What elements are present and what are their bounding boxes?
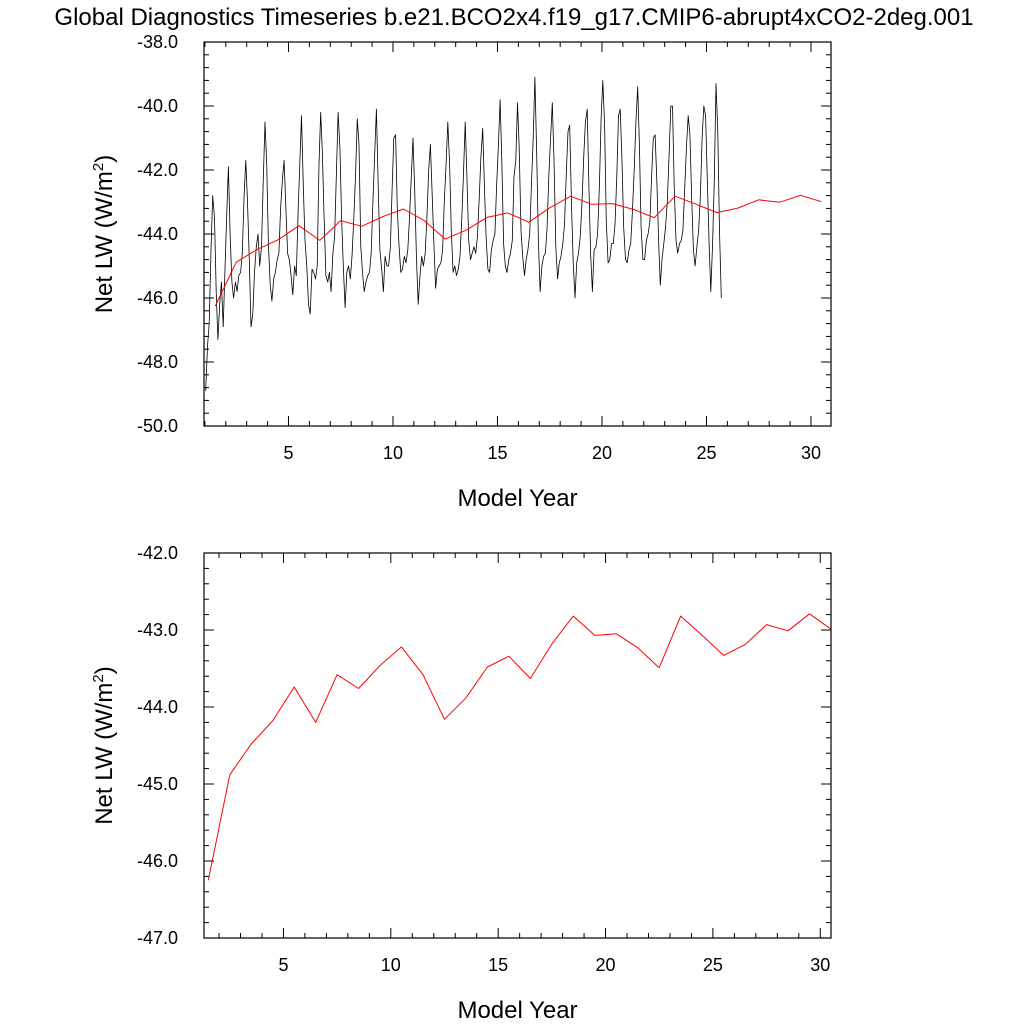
x-tick-label: 10 xyxy=(381,955,401,975)
x-tick-label: 30 xyxy=(801,443,821,463)
x-tick-label: 15 xyxy=(487,443,507,463)
top-panel-monthly-and-annual: 5 10 15 20 25 30 -50.0 -48.0 -46.0 -44.0 -42.0 -40.… xyxy=(90,32,832,512)
x-tick-label: 25 xyxy=(703,955,723,975)
y-tick-label: -45.0 xyxy=(137,774,178,794)
y-tick-label: -48.0 xyxy=(137,352,178,372)
y-axis-label-text: Net LW (W/m xyxy=(91,171,118,313)
bottom-panel-annual-mean: 5 10 15 20 25 30 -47.0 -46.0 -45.0 -44.0 -43.0 -42.… xyxy=(90,543,832,1024)
y-axis-label-superscript: 2 xyxy=(90,163,107,171)
chart-title: Global Diagnostics Timeseries b.e21.BCO2… xyxy=(54,4,973,31)
y-axis-label: Net LW (W/m2) xyxy=(90,666,118,825)
annual-mean-series-line xyxy=(207,613,832,881)
plot-frame xyxy=(203,552,832,939)
annual-mean-series-line xyxy=(214,194,822,307)
y-tick-label: -44.0 xyxy=(137,697,178,717)
x-tick-label: 25 xyxy=(696,443,716,463)
y-tick-label: -40.0 xyxy=(137,96,178,116)
x-axis-label: Model Year xyxy=(457,485,577,512)
y-axis-label-close: ) xyxy=(91,155,118,163)
y-axis-label: Net LW (W/m2) xyxy=(90,155,118,314)
y-tick-label: -42.0 xyxy=(137,543,178,563)
x-tick-label: 30 xyxy=(810,955,830,975)
plot-frame xyxy=(203,41,832,427)
x-tick-label: 20 xyxy=(592,443,612,463)
x-axis-label: Model Year xyxy=(457,997,577,1024)
y-tick-label: -46.0 xyxy=(137,288,178,308)
monthly-series-line xyxy=(205,76,722,391)
x-tick-label: 15 xyxy=(488,955,508,975)
y-tick-label: -47.0 xyxy=(137,928,178,948)
y-tick-label: -43.0 xyxy=(137,620,178,640)
x-tick-label: 5 xyxy=(283,443,293,463)
y-tick-label: -46.0 xyxy=(137,851,178,871)
y-axis-label-close: ) xyxy=(91,666,118,674)
y-axis-label-superscript: 2 xyxy=(90,674,107,682)
y-tick-label: -44.0 xyxy=(137,224,178,244)
y-tick-label: -42.0 xyxy=(137,160,178,180)
x-tick-label: 20 xyxy=(596,955,616,975)
x-tick-label: 10 xyxy=(383,443,403,463)
y-tick-label: -38.0 xyxy=(137,32,178,52)
y-tick-label: -50.0 xyxy=(137,416,178,436)
y-axis-label-text: Net LW (W/m xyxy=(91,683,118,825)
x-tick-label: 5 xyxy=(278,955,288,975)
